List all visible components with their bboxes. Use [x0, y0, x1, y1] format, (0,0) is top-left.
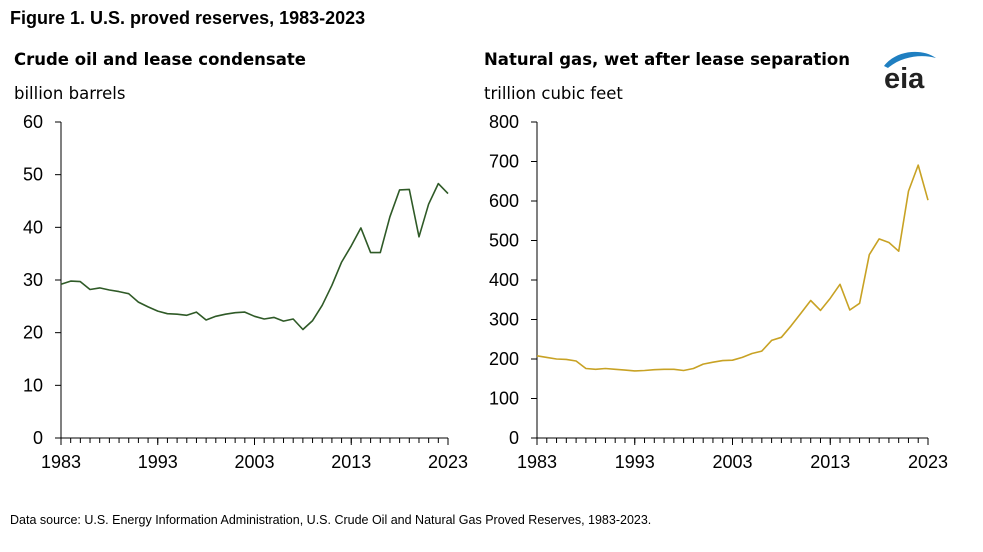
- figure-title: Figure 1. U.S. proved reserves, 1983-202…: [10, 8, 366, 28]
- gas-y-tick-label: 200: [489, 349, 519, 369]
- oil-unit-label: billion barrels: [14, 84, 126, 103]
- oil-y-tick-label: 0: [33, 428, 43, 448]
- gas-x-tick-label: 2003: [712, 452, 752, 472]
- oil-x-tick-label: 2013: [331, 452, 371, 472]
- oil-y-tick-label: 10: [23, 375, 43, 395]
- gas-y-tick-label: 400: [489, 270, 519, 290]
- oil-series-line: [60, 182, 449, 331]
- oil-x-tick-label: 1983: [41, 452, 81, 472]
- gas-y-tick-label: 300: [489, 310, 519, 330]
- gas-y-tick-label: 100: [489, 389, 519, 409]
- gas-x-tick-label: 1993: [615, 452, 655, 472]
- gas-x-tick-label: 2013: [810, 452, 850, 472]
- oil-x-tick-label: 1993: [138, 452, 178, 472]
- gas-y-tick-label: 800: [489, 112, 519, 132]
- logo-text: eia: [884, 63, 925, 94]
- gas-x-tick-label: 2023: [908, 452, 948, 472]
- eia-logo: eia: [884, 51, 936, 94]
- logo-swoosh: [884, 51, 936, 68]
- oil-x-tick-label: 2023: [428, 452, 468, 472]
- oil-x-tick-label: 2003: [234, 452, 274, 472]
- oil-chart-title: Crude oil and lease condensate: [14, 50, 306, 69]
- data-source-note: Data source: U.S. Energy Information Adm…: [10, 513, 652, 527]
- oil-y-tick-label: 50: [23, 165, 43, 185]
- gas-y-tick-label: 600: [489, 191, 519, 211]
- oil-y-tick-label: 30: [23, 270, 43, 290]
- gas-chart-title: Natural gas, wet after lease separation: [484, 50, 850, 69]
- oil-y-tick-label: 60: [23, 112, 43, 132]
- gas-y-tick-label: 700: [489, 152, 519, 172]
- gas-x-tick-label: 1983: [517, 452, 557, 472]
- oil-y-tick-label: 20: [23, 323, 43, 343]
- gas-unit-label: trillion cubic feet: [484, 84, 623, 103]
- gas-series-line: [536, 164, 929, 372]
- gas-y-tick-label: 500: [489, 231, 519, 251]
- gas-y-tick-label: 0: [509, 428, 519, 448]
- oil-y-tick-label: 40: [23, 217, 43, 237]
